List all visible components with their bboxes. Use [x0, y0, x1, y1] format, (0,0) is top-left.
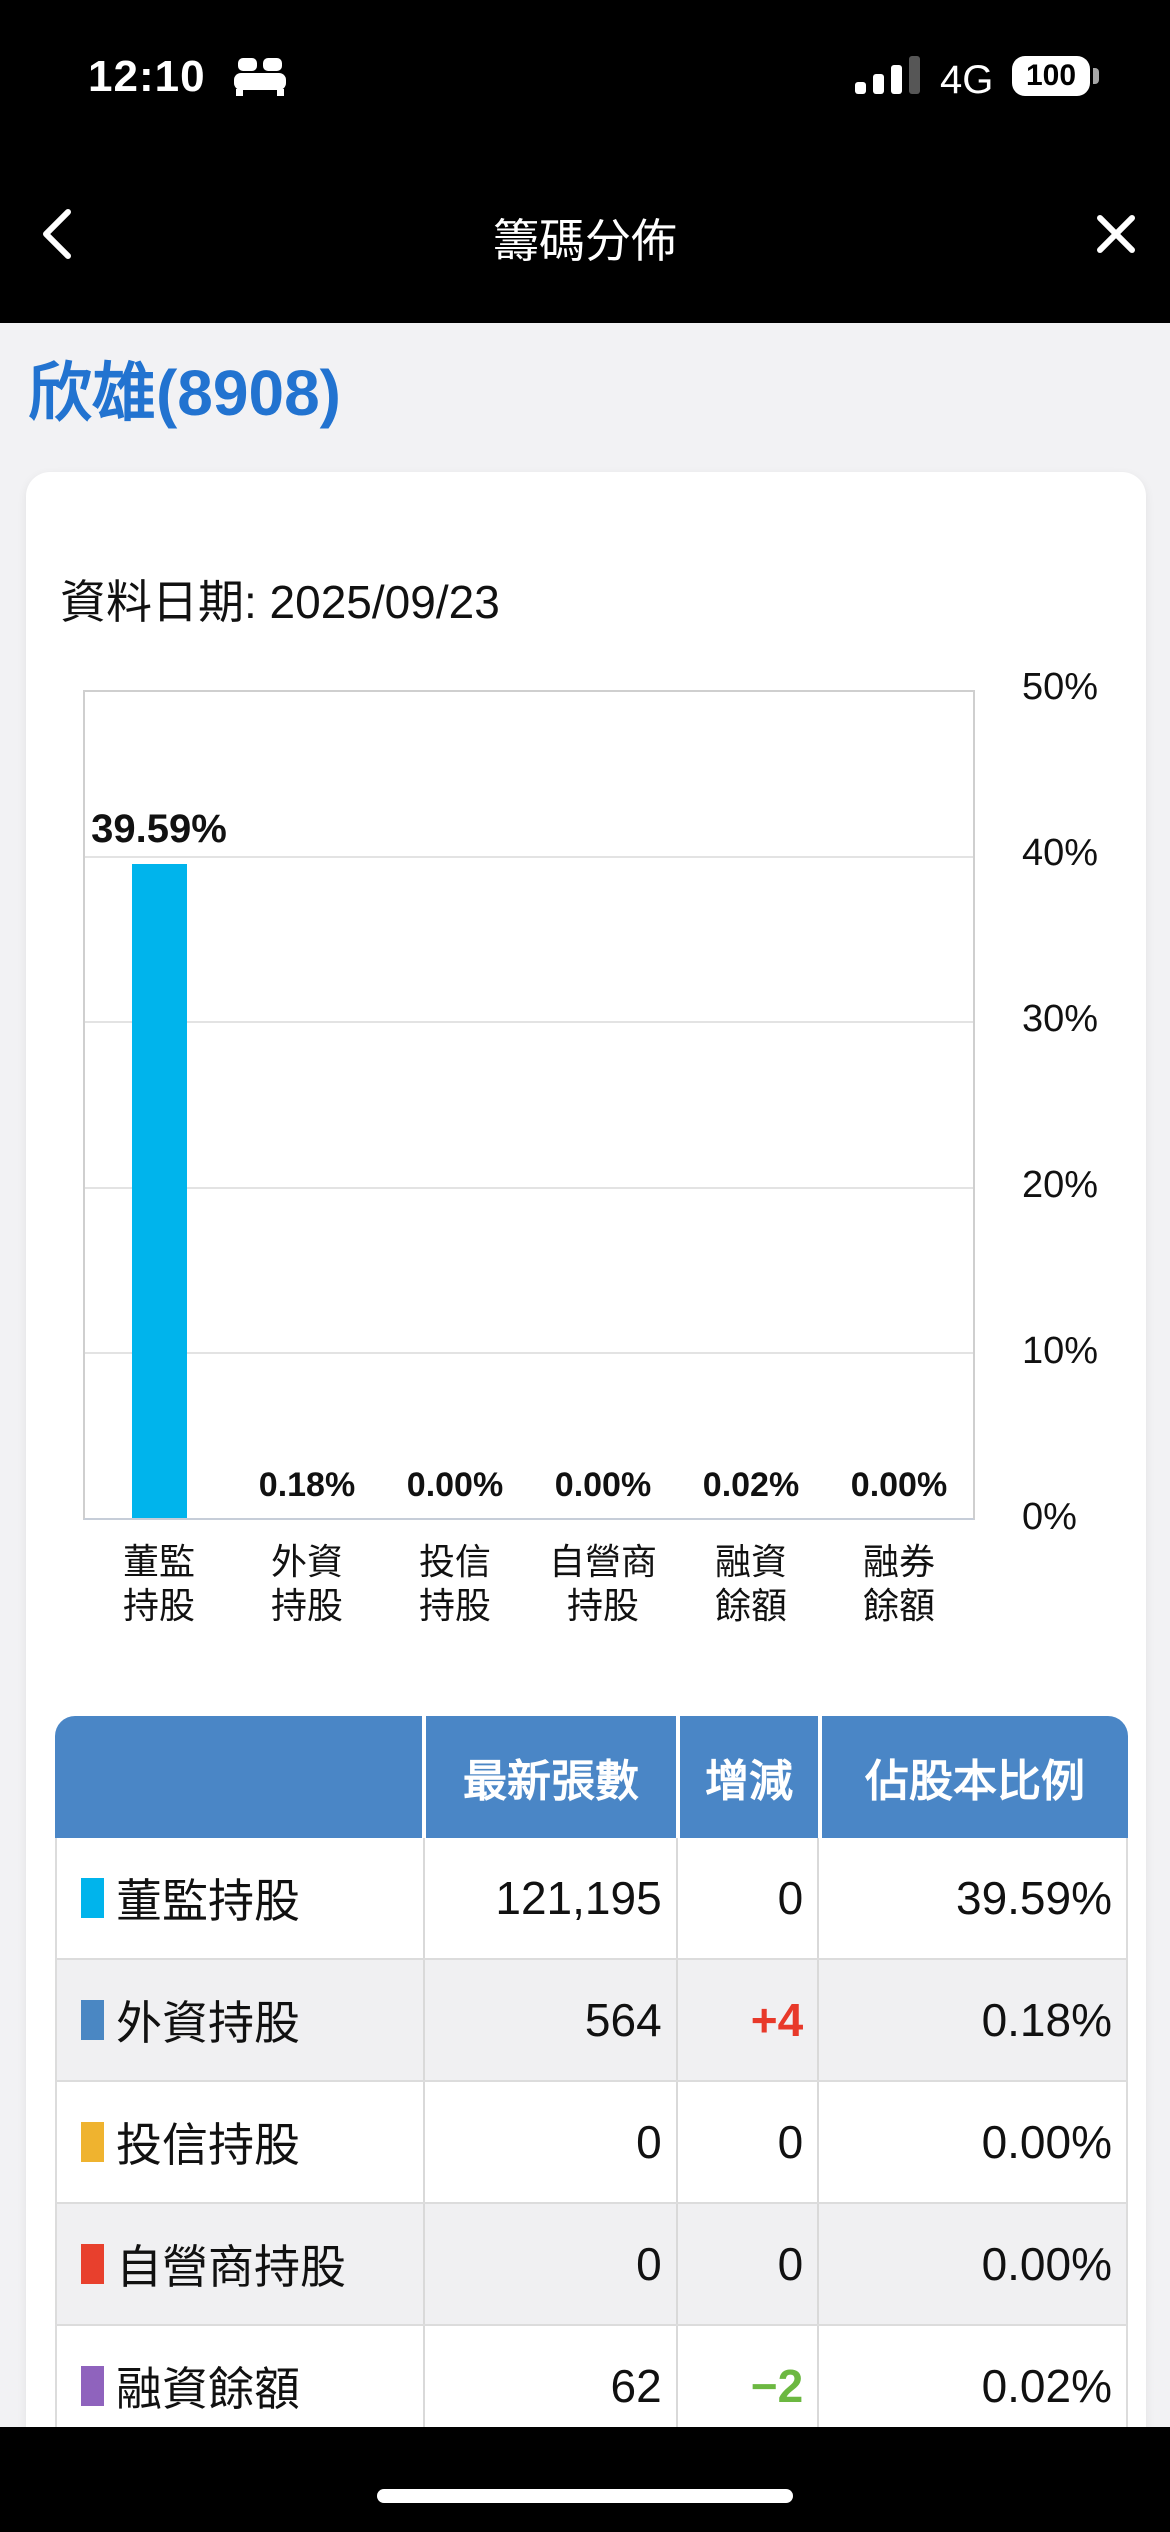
- bar-value-label: 0.00%: [406, 1466, 504, 1504]
- row-label-cell: 投信持股: [57, 2082, 423, 2202]
- bar-value-label: 0.00%: [850, 1466, 948, 1504]
- network-type-label: 4G: [940, 58, 994, 102]
- battery-icon: 100: [1012, 56, 1090, 96]
- battery-percent: 100: [1025, 59, 1077, 92]
- bar-value-label: 0.00%: [554, 1466, 652, 1504]
- bar-value-label: 39.59%: [91, 807, 227, 851]
- table-header-cell: 增減: [676, 1716, 818, 1838]
- row-label: 投信持股: [116, 2119, 300, 2171]
- ratio-cell: 39.59%: [817, 1838, 1126, 1958]
- gridline: [85, 1186, 973, 1189]
- battery-nub: [1093, 68, 1099, 84]
- row-label-cell: 外資持股: [57, 1960, 423, 2080]
- data-date-label: 資料日期: 2025/09/23: [60, 576, 500, 628]
- shares-cell: 121,195: [422, 1838, 676, 1958]
- row-label: 融資餘額: [116, 2363, 300, 2415]
- page-title: 籌碼分佈: [493, 215, 677, 267]
- category-label: 融券 餘額: [862, 1541, 935, 1626]
- category-label: 外資 持股: [270, 1541, 343, 1626]
- ratio-cell: 0.18%: [817, 1960, 1126, 2080]
- bar-chart-plot-area: 39.59% 0.18% 0.00% 0.00% 0.02% 0.00%: [83, 690, 975, 1520]
- change-cell: 0: [675, 1838, 818, 1958]
- status-time: 12:10: [88, 52, 206, 101]
- gridline: [85, 1021, 973, 1024]
- table-header-cell: 佔股本比例: [818, 1716, 1128, 1838]
- table-row: 自營商持股 0 0 0.00%: [57, 2204, 1126, 2326]
- table-row: 外資持股 564 +4 0.18%: [57, 1960, 1126, 2082]
- category-label: 融資 餘額: [714, 1541, 787, 1626]
- category-label: 自營商 持股: [548, 1541, 657, 1626]
- shares-cell: 62: [422, 2326, 676, 2446]
- bed-icon: [234, 58, 286, 96]
- change-cell: +4: [675, 1960, 818, 2080]
- shares-cell: 0: [422, 2082, 676, 2202]
- category-label: 投信 持股: [418, 1541, 491, 1626]
- table-body: 董監持股 121,195 0 39.59% 外資持股 564 +4 0.18% 投信持股 0 0 0.…: [55, 1838, 1128, 2448]
- holdings-table: 最新張數 增減 佔股本比例 董監持股 121,195 0 39.59% 外資持股 564 +4 0…: [55, 1716, 1128, 2448]
- table-header-cell: [55, 1716, 422, 1838]
- table-row: 投信持股 0 0 0.00%: [57, 2082, 1126, 2204]
- change-cell: 0: [675, 2204, 818, 2324]
- row-label-cell: 董監持股: [57, 1838, 423, 1958]
- stock-title: 欣雄(8908): [28, 357, 341, 429]
- bar-value-label: 0.02%: [702, 1466, 800, 1504]
- series-color-marker: [81, 2366, 104, 2406]
- y-tick-label: 40%: [1022, 832, 1099, 874]
- y-tick-label: 30%: [1022, 998, 1099, 1040]
- category-label: 董監 持股: [122, 1541, 195, 1626]
- y-tick-label: 20%: [1022, 1164, 1099, 1206]
- y-tick-label: 0%: [1022, 1496, 1077, 1538]
- gridline: [85, 1351, 973, 1354]
- series-color-marker: [81, 2122, 104, 2162]
- shares-cell: 564: [422, 1960, 676, 2080]
- table-header-row: 最新張數 增減 佔股本比例: [55, 1716, 1128, 1838]
- back-button[interactable]: [38, 204, 78, 264]
- row-label-cell: 自營商持股: [57, 2204, 423, 2324]
- y-tick-label: 50%: [1022, 666, 1099, 708]
- table-header-cell: 最新張數: [422, 1716, 676, 1838]
- bar-value-label: 0.18%: [258, 1466, 356, 1504]
- gridline: [85, 856, 973, 859]
- bottom-bar: [0, 2427, 1170, 2532]
- series-color-marker: [81, 2244, 104, 2284]
- ratio-cell: 0.00%: [817, 2204, 1126, 2324]
- ratio-cell: 0.00%: [817, 2082, 1126, 2202]
- row-label-cell: 融資餘額: [57, 2326, 423, 2446]
- row-label: 外資持股: [116, 1997, 300, 2049]
- home-indicator[interactable]: [377, 2489, 793, 2503]
- row-label: 自營商持股: [116, 2241, 346, 2293]
- series-color-marker: [81, 1878, 104, 1918]
- chart-bar: [131, 864, 187, 1518]
- series-color-marker: [81, 2000, 104, 2040]
- row-label: 董監持股: [116, 1875, 300, 1927]
- signal-strength-icon: [855, 54, 921, 94]
- ratio-cell: 0.02%: [817, 2326, 1126, 2446]
- change-cell: 0: [675, 2082, 818, 2202]
- change-cell: −2: [675, 2326, 818, 2446]
- y-tick-label: 10%: [1022, 1330, 1099, 1372]
- table-row: 董監持股 121,195 0 39.59%: [57, 1838, 1126, 1960]
- close-button[interactable]: [1094, 212, 1138, 256]
- shares-cell: 0: [422, 2204, 676, 2324]
- top-bar: 12:10 4G 100 籌碼分佈: [0, 0, 1170, 323]
